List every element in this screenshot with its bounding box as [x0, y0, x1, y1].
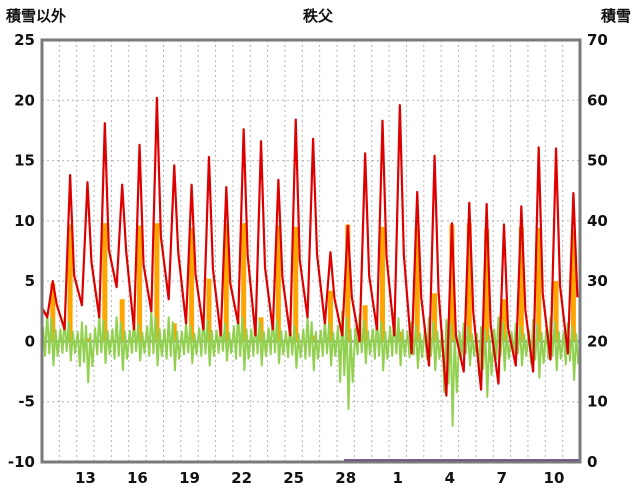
svg-text:0: 0: [25, 332, 35, 350]
svg-text:-10: -10: [8, 453, 35, 471]
svg-text:28: 28: [335, 469, 356, 487]
svg-text:60: 60: [587, 91, 608, 109]
svg-text:10: 10: [587, 393, 608, 411]
chart-title: 秩父: [302, 7, 333, 25]
svg-text:10: 10: [14, 212, 35, 230]
svg-text:-5: -5: [18, 393, 35, 411]
svg-text:15: 15: [14, 152, 35, 170]
svg-text:0: 0: [587, 453, 597, 471]
svg-text:25: 25: [283, 469, 304, 487]
svg-text:30: 30: [587, 272, 608, 290]
svg-text:22: 22: [231, 469, 252, 487]
svg-text:7: 7: [497, 469, 507, 487]
left-axis-title: 積雪以外: [6, 7, 67, 25]
svg-text:16: 16: [127, 469, 148, 487]
svg-text:40: 40: [587, 212, 608, 230]
svg-text:70: 70: [587, 31, 608, 49]
svg-text:4: 4: [445, 469, 455, 487]
svg-text:50: 50: [587, 152, 608, 170]
svg-text:19: 19: [179, 469, 200, 487]
svg-text:10: 10: [544, 469, 565, 487]
right-axis-title: 積雪: [600, 7, 631, 25]
svg-text:20: 20: [14, 91, 35, 109]
svg-text:25: 25: [14, 31, 35, 49]
svg-text:1: 1: [393, 469, 403, 487]
svg-text:20: 20: [587, 332, 608, 350]
svg-text:13: 13: [75, 469, 96, 487]
svg-text:5: 5: [25, 272, 35, 290]
